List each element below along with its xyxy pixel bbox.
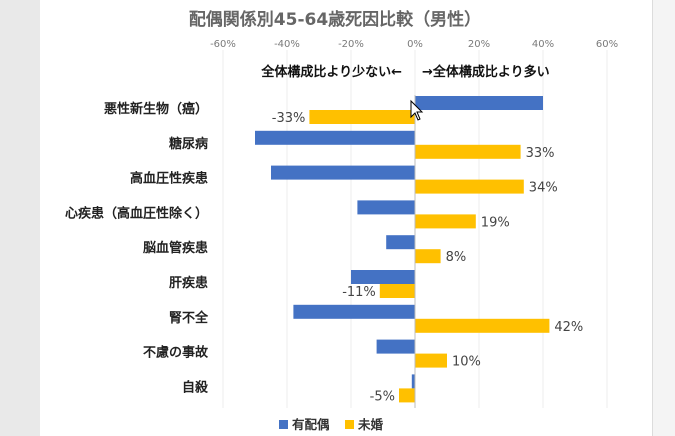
bar-married bbox=[293, 304, 415, 319]
legend-label: 未婚 bbox=[357, 417, 384, 432]
data-label: 33% bbox=[526, 146, 555, 161]
x-tick-label: -40% bbox=[274, 39, 300, 50]
bar-unmarried bbox=[379, 284, 415, 298]
window-edge-strip bbox=[652, 0, 675, 436]
data-label: -5% bbox=[370, 389, 395, 404]
annotation-left: 全体構成比より少ない← bbox=[260, 64, 402, 80]
data-label: 10% bbox=[452, 355, 481, 370]
chart-card bbox=[40, 0, 652, 436]
category-label: 心疾患（高血圧性除く） bbox=[65, 205, 208, 221]
category-label: 脳血管疾患 bbox=[143, 240, 208, 256]
data-labels: -33% 33% 34% 19% 8% -11% 42% 10% -5% bbox=[272, 111, 584, 404]
bar-unmarried bbox=[415, 179, 524, 194]
x-axis-ticks: -60% -40% -20% 0% 20% 40% 60% bbox=[210, 39, 618, 50]
data-label: 42% bbox=[554, 320, 583, 335]
bar-married bbox=[411, 374, 415, 389]
category-label: 不慮の事故 bbox=[143, 345, 209, 361]
category-label: 腎不全 bbox=[169, 310, 209, 326]
bar-unmarried bbox=[399, 388, 415, 403]
data-label: 19% bbox=[481, 215, 510, 230]
x-tick-label: 40% bbox=[532, 39, 554, 50]
bar-married bbox=[376, 339, 415, 354]
data-label: 34% bbox=[529, 181, 558, 196]
legend-swatch bbox=[345, 420, 354, 429]
data-label: 8% bbox=[446, 250, 467, 265]
legend: 有配偶 未婚 bbox=[279, 417, 384, 432]
category-label: 悪性新生物（癌） bbox=[104, 101, 208, 117]
bar-married bbox=[271, 165, 415, 180]
bar-unmarried bbox=[415, 214, 476, 229]
x-tick-label: -60% bbox=[210, 39, 236, 50]
category-label: 肝疾患 bbox=[169, 275, 208, 291]
bar-unmarried bbox=[415, 249, 441, 264]
category-label: 糖尿病 bbox=[169, 136, 208, 152]
x-tick-label: 0% bbox=[407, 39, 423, 50]
bar-married bbox=[255, 130, 415, 145]
legend-label: 有配偶 bbox=[292, 417, 330, 432]
legend-swatch bbox=[279, 420, 288, 429]
chart-title: 配偶関係別45-64歳死因比較（男性） bbox=[189, 9, 481, 30]
bar-unmarried bbox=[309, 110, 415, 124]
bar-married bbox=[386, 235, 415, 250]
bar-married bbox=[357, 200, 415, 215]
x-tick-label: 20% bbox=[468, 39, 490, 50]
category-label: 自殺 bbox=[182, 379, 209, 395]
x-tick-label: 60% bbox=[596, 39, 618, 50]
bar-unmarried bbox=[415, 144, 521, 159]
bars bbox=[255, 96, 550, 403]
x-tick-label: -20% bbox=[338, 39, 364, 50]
data-label: -33% bbox=[272, 111, 306, 126]
bar-married bbox=[415, 96, 543, 110]
annotation-right: →全体構成比より多い bbox=[422, 64, 550, 80]
bar-unmarried bbox=[415, 318, 550, 333]
mouse-cursor-icon bbox=[410, 99, 424, 121]
data-label: -11% bbox=[342, 285, 376, 300]
bar-unmarried bbox=[415, 353, 447, 368]
bar-married bbox=[351, 270, 415, 284]
category-label: 高血圧性疾患 bbox=[130, 171, 208, 187]
